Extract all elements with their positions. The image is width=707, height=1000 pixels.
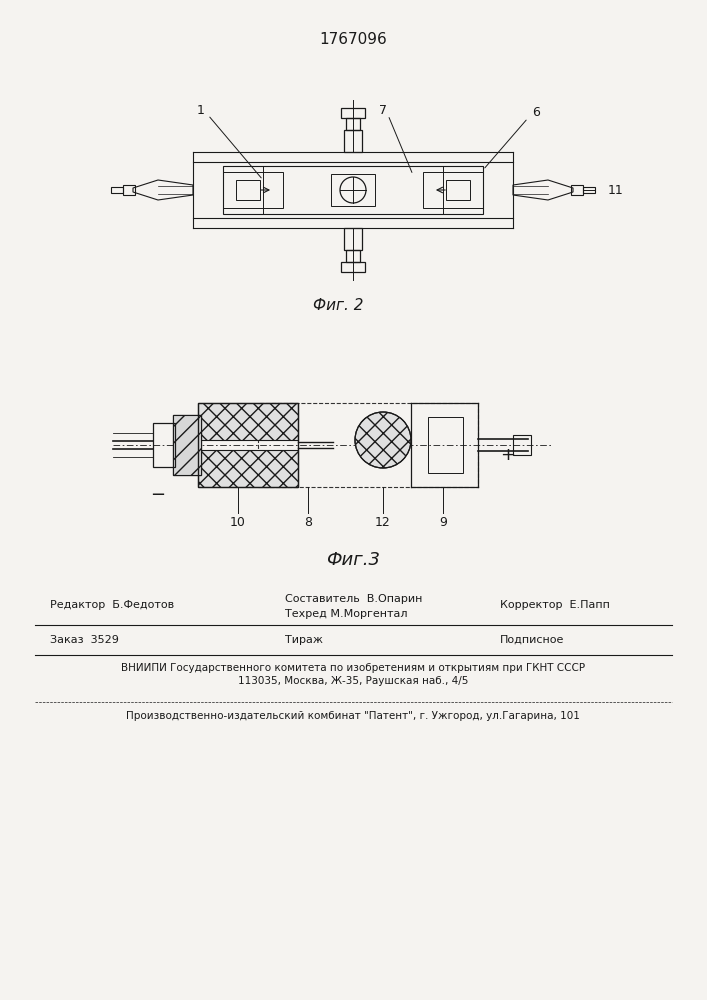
Bar: [513, 435, 531, 455]
Text: 1767096: 1767096: [319, 32, 387, 47]
Bar: [123, 185, 135, 195]
Text: Корректор  Е.Папп: Корректор Е.Папп: [500, 600, 610, 610]
Bar: [198, 403, 298, 440]
Text: Подписное: Подписное: [500, 635, 564, 645]
Bar: [344, 228, 362, 250]
Bar: [111, 187, 123, 193]
Text: 9: 9: [439, 516, 447, 530]
Bar: [341, 108, 365, 118]
Bar: [423, 172, 483, 208]
Text: +: +: [501, 446, 515, 464]
Text: 11: 11: [608, 184, 624, 196]
Bar: [331, 174, 375, 206]
Text: 10: 10: [230, 516, 246, 530]
Bar: [198, 450, 298, 487]
Bar: [346, 118, 360, 130]
Bar: [446, 180, 470, 200]
Bar: [173, 415, 201, 475]
Bar: [344, 130, 362, 152]
Bar: [258, 403, 478, 487]
Text: 6: 6: [532, 106, 540, 119]
Bar: [223, 166, 483, 214]
Bar: [571, 185, 583, 195]
Bar: [223, 172, 283, 208]
Text: −: −: [151, 486, 165, 504]
Circle shape: [355, 412, 411, 468]
Text: 1: 1: [197, 104, 205, 116]
Bar: [198, 403, 298, 487]
Text: ВНИИПИ Государственного комитета по изобретениям и открытиям при ГКНТ СССР: ВНИИПИ Государственного комитета по изоб…: [121, 663, 585, 673]
Bar: [583, 187, 595, 193]
Text: Фиг.3: Фиг.3: [326, 551, 380, 569]
Text: 113035, Москва, Ж-35, Раушская наб., 4/5: 113035, Москва, Ж-35, Раушская наб., 4/5: [238, 676, 468, 686]
Bar: [428, 417, 463, 473]
Bar: [236, 180, 260, 200]
Text: 8: 8: [304, 516, 312, 530]
Text: 12: 12: [375, 516, 391, 530]
Text: Редактор  Б.Федотов: Редактор Б.Федотов: [50, 600, 174, 610]
Text: 7: 7: [379, 104, 387, 116]
Bar: [153, 423, 175, 467]
Bar: [346, 250, 360, 262]
Text: Производственно-издательский комбинат "Патент", г. Ужгород, ул.Гагарина, 101: Производственно-издательский комбинат "П…: [126, 711, 580, 721]
Bar: [173, 415, 201, 475]
Bar: [341, 262, 365, 272]
Text: Заказ  3529: Заказ 3529: [50, 635, 119, 645]
Text: Составитель  В.Опарин: Составитель В.Опарин: [285, 594, 422, 604]
Text: Техред М.Моргентал: Техред М.Моргентал: [285, 609, 407, 619]
Text: Тираж: Тираж: [285, 635, 323, 645]
Text: Фиг. 2: Фиг. 2: [312, 298, 363, 312]
